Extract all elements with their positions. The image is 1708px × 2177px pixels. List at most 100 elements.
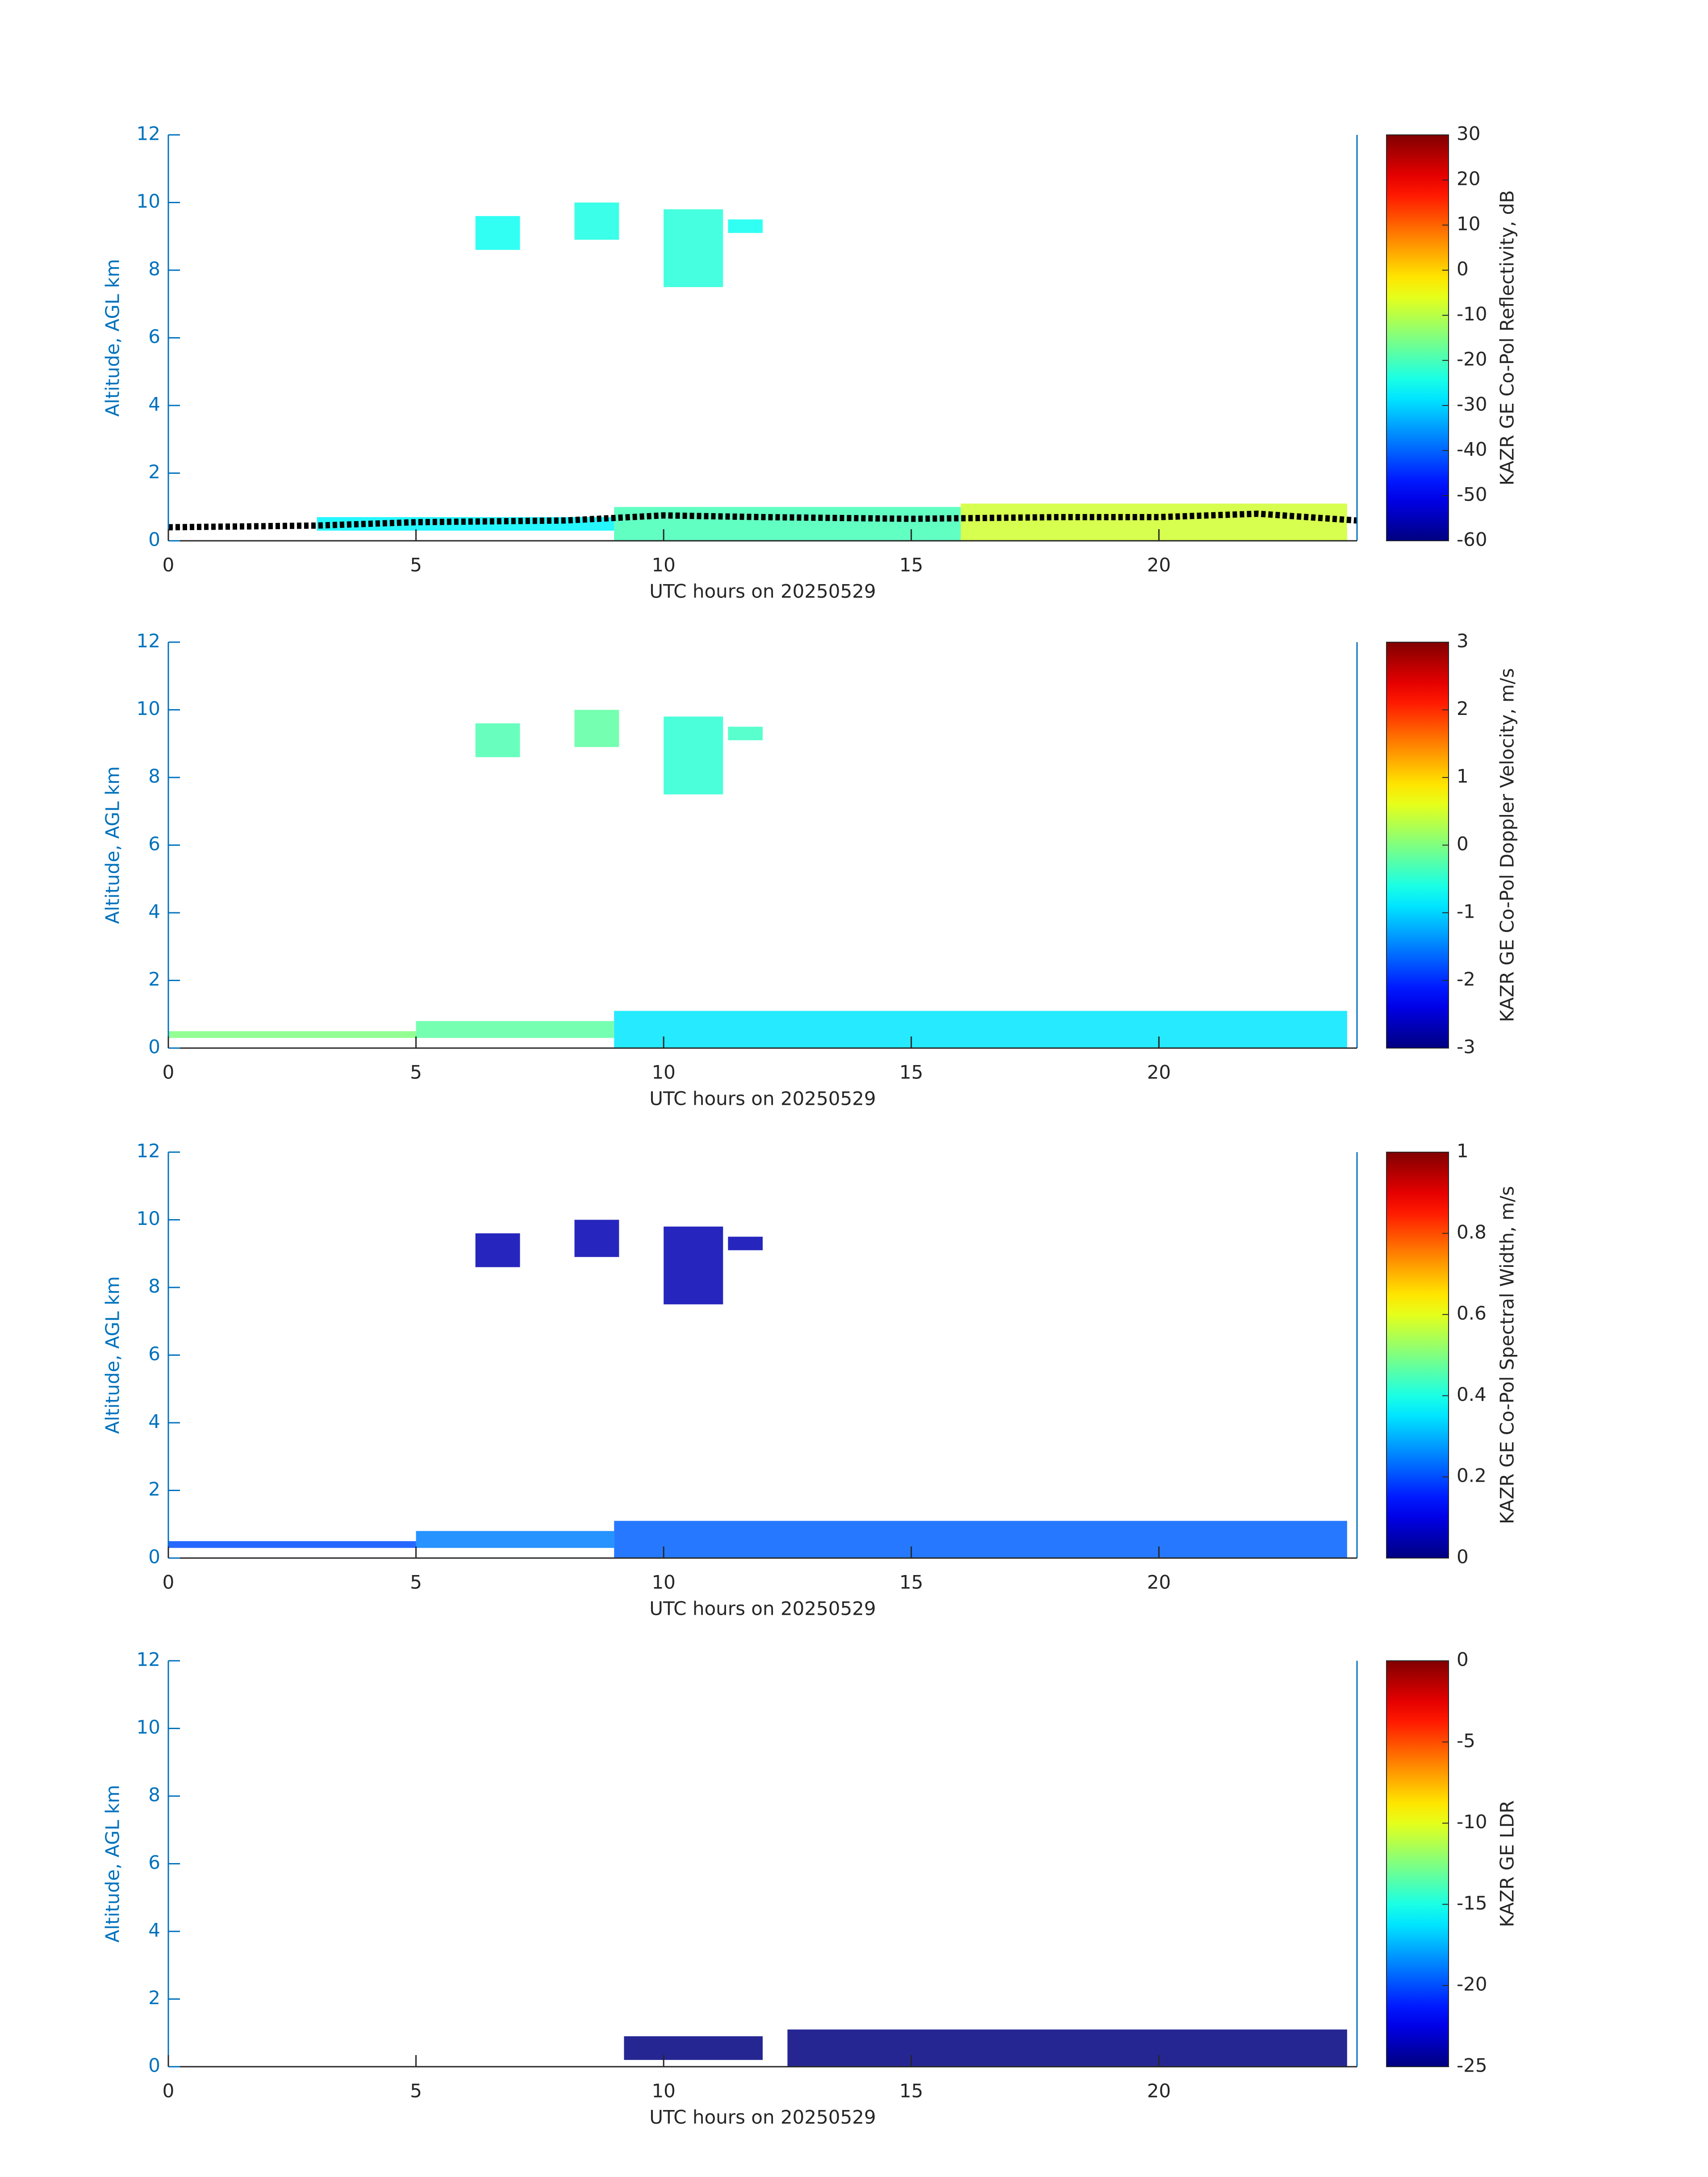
echo-region	[416, 1021, 614, 1038]
x-tick-label: 10	[651, 1061, 675, 1083]
echo-region	[787, 2029, 1347, 2067]
x-axis-label: UTC hours on 20250529	[649, 2106, 876, 2128]
colorbar-tick-label: 0	[1457, 833, 1469, 855]
echo-region	[624, 2036, 763, 2060]
y-tick-label: 4	[148, 393, 160, 415]
cloud-base-line	[168, 510, 1357, 531]
colorbar-tick-label: 0	[1457, 1649, 1469, 1671]
y-axis-label: Altitude, AGL km	[102, 1276, 124, 1434]
colorbar-tick-label: -3	[1457, 1036, 1475, 1058]
echo-region	[574, 710, 619, 747]
y-tick-label: 2	[148, 1987, 160, 2009]
echo-region	[728, 1237, 763, 1250]
echo-region	[475, 216, 520, 250]
echo-region	[664, 1226, 723, 1304]
echo-region	[475, 723, 520, 757]
x-tick-label: 15	[899, 2080, 923, 2102]
x-tick-label: 15	[899, 554, 923, 576]
echo-region	[614, 1011, 1347, 1048]
x-tick-label: 15	[899, 1571, 923, 1593]
colorbar-tick-label: -5	[1457, 1730, 1475, 1751]
colorbar-label: KAZR GE Co-Pol Spectral Width, m/s	[1496, 1186, 1518, 1524]
y-tick-label: 2	[148, 968, 160, 990]
echo-region	[614, 1521, 1347, 1558]
colorbar	[1386, 642, 1449, 1049]
echo-region	[728, 219, 763, 233]
colorbar-tick-label: 0.6	[1457, 1302, 1487, 1324]
colorbar-tick-label: -40	[1457, 439, 1487, 460]
colorbar-tick-label: -50	[1457, 484, 1487, 506]
x-tick-label: 20	[1147, 1061, 1171, 1083]
y-tick-label: 4	[148, 901, 160, 923]
colorbar-tick-label: -1	[1457, 901, 1475, 923]
y-tick-label: 0	[148, 1546, 160, 1568]
colorbar-tick-label: 1	[1457, 1140, 1469, 1162]
x-tick-label: 10	[651, 1571, 675, 1593]
echo-region	[475, 1233, 520, 1267]
colorbar-tick-label: 0.8	[1457, 1221, 1487, 1243]
y-tick-label: 4	[148, 1919, 160, 1941]
y-tick-label: 6	[148, 833, 160, 855]
x-tick-label: 0	[163, 1571, 175, 1593]
colorbar-tick-label: 30	[1457, 123, 1480, 145]
colorbar-tick-label: 3	[1457, 630, 1469, 652]
y-tick-label: 12	[137, 123, 160, 145]
x-axis-label: UTC hours on 20250529	[649, 581, 876, 602]
x-tick-label: 5	[410, 1061, 422, 1083]
x-tick-label: 10	[651, 554, 675, 576]
x-tick-label: 0	[163, 554, 175, 576]
y-axis-label: Altitude, AGL km	[102, 259, 124, 417]
y-tick-label: 8	[148, 1275, 160, 1297]
colorbar-label: KAZR GE LDR	[1496, 1800, 1518, 1927]
x-tick-label: 20	[1147, 1571, 1171, 1593]
y-tick-label: 10	[137, 698, 160, 719]
colorbar-tick-label: 20	[1457, 168, 1480, 190]
y-tick-label: 10	[137, 1208, 160, 1229]
colorbar-tick-label: 10	[1457, 213, 1480, 235]
colorbar	[1386, 1660, 1449, 2067]
x-axis-label: UTC hours on 20250529	[649, 1088, 876, 1110]
colorbar-tick-label: 2	[1457, 698, 1469, 719]
echo-region	[574, 1220, 619, 1257]
y-tick-label: 0	[148, 2055, 160, 2077]
colorbar-label: KAZR GE Co-Pol Reflectivity, dB	[1496, 190, 1518, 485]
echo-region	[168, 1541, 416, 1548]
colorbar-tick-label: -20	[1457, 1973, 1487, 1995]
colorbar-tick-label: 1	[1457, 765, 1469, 787]
echo-region	[574, 202, 619, 240]
y-tick-label: 6	[148, 326, 160, 347]
echo-region	[416, 1531, 614, 1548]
colorbar-tick-label: -10	[1457, 303, 1487, 325]
x-tick-label: 0	[163, 2080, 175, 2102]
x-tick-label: 5	[410, 1571, 422, 1593]
y-tick-label: 10	[137, 190, 160, 212]
x-tick-label: 15	[899, 1061, 923, 1083]
y-axis-label: Altitude, AGL km	[102, 1785, 124, 1943]
y-tick-label: 6	[148, 1851, 160, 1873]
x-tick-label: 5	[410, 2080, 422, 2102]
x-tick-label: 10	[651, 2080, 675, 2102]
echo-region	[664, 209, 723, 287]
y-tick-label: 2	[148, 461, 160, 483]
colorbar-tick-label: -10	[1457, 1811, 1487, 1833]
y-tick-label: 12	[137, 1140, 160, 1162]
x-tick-label: 5	[410, 554, 422, 576]
y-tick-label: 8	[148, 765, 160, 787]
x-tick-label: 20	[1147, 554, 1171, 576]
echo-region	[664, 716, 723, 794]
y-tick-label: 0	[148, 529, 160, 551]
colorbar	[1386, 1152, 1449, 1559]
colorbar	[1386, 134, 1449, 541]
colorbar-tick-label: -20	[1457, 348, 1487, 370]
echo-region	[614, 507, 961, 541]
colorbar-tick-label: -60	[1457, 529, 1487, 551]
colorbar-tick-label: 0	[1457, 258, 1469, 280]
y-tick-label: 12	[137, 1649, 160, 1671]
colorbar-tick-label: -2	[1457, 968, 1475, 990]
colorbar-tick-label: 0	[1457, 1546, 1469, 1568]
y-tick-label: 12	[137, 630, 160, 652]
y-axis-label: Altitude, AGL km	[102, 766, 124, 924]
y-tick-label: 8	[148, 258, 160, 280]
echo-region	[168, 1031, 416, 1038]
